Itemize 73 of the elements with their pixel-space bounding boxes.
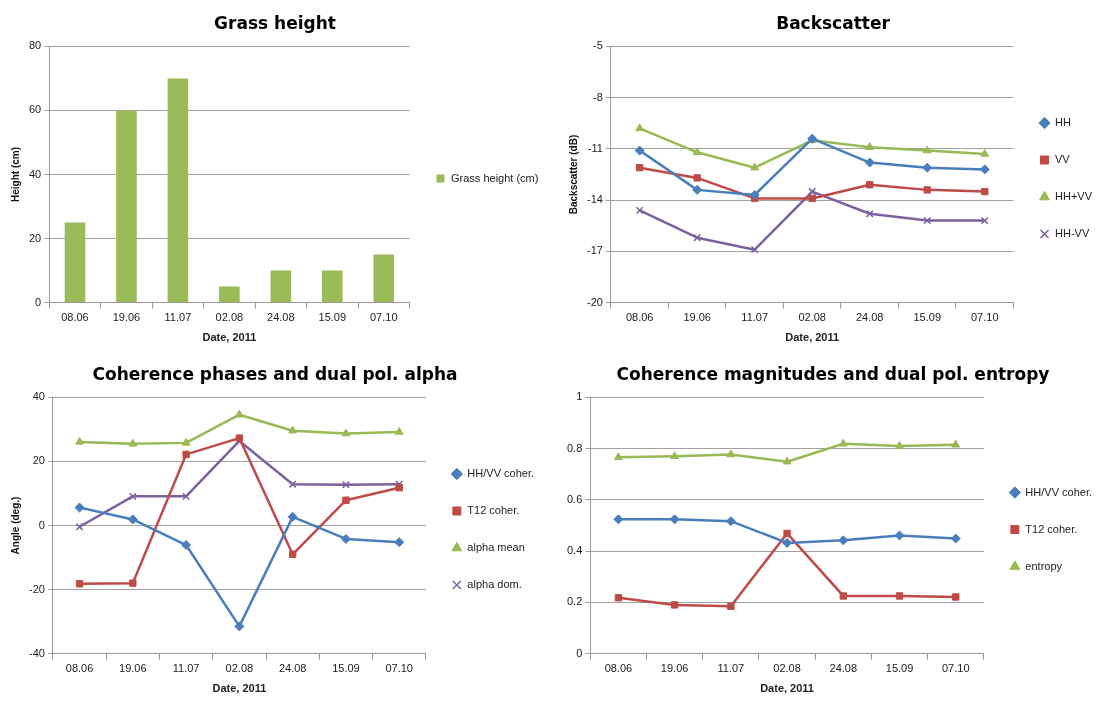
legend-label: HH: [1055, 116, 1071, 129]
y-axis-title: Backscatter (dB): [567, 134, 579, 215]
x-axis-title: Date, 2011: [785, 331, 840, 344]
legend-label: HH/VV coher.: [467, 467, 534, 480]
y-tick-label: 0.4: [566, 544, 583, 557]
x-tick-label: 07.10: [370, 311, 398, 324]
chart-title: Coherence phases and dual pol. alpha: [92, 363, 458, 384]
y-tick-label: 20: [28, 231, 42, 244]
x-tick-label: 11.07: [717, 662, 745, 675]
x-tick-label: 08.06: [61, 311, 89, 324]
x-tick-label: 24.08: [278, 662, 307, 675]
legend-label: HH+VV: [1055, 190, 1093, 203]
x-tick-label: 15.09: [318, 311, 347, 324]
x-tick-label: 24.08: [829, 662, 858, 675]
y-tick-label: 0.6: [566, 492, 583, 505]
y-tick-label: -20: [586, 295, 603, 308]
x-tick-label: 19.06: [660, 662, 689, 675]
x-tick-label: 15.09: [332, 662, 360, 675]
y-tick-label: -20: [28, 582, 45, 595]
x-tick-label: 08.06: [625, 311, 654, 324]
legend-label: entropy: [1025, 559, 1063, 572]
x-axis-title: Date, 2011: [202, 331, 257, 344]
x-tick-label: 11.07: [164, 311, 192, 324]
y-axis-title: Height (cm): [9, 147, 21, 202]
y-tick-label: 0.8: [566, 441, 583, 454]
x-tick-label: 02.08: [225, 662, 254, 675]
y-tick-label: -11: [587, 141, 603, 154]
y-tick-label: 20: [32, 454, 45, 467]
y-tick-label: 40: [32, 390, 45, 403]
x-tick-label: 19.06: [112, 311, 141, 324]
x-tick-label: 24.08: [267, 311, 295, 324]
chart-title: Coherence magnitudes and dual pol. entropy: [616, 363, 1050, 384]
x-axis-title: Date, 2011: [760, 682, 814, 695]
y-tick-label: 0.2: [566, 595, 583, 608]
y-tick-label: 40: [28, 167, 42, 180]
legend-label: T12 coher.: [1025, 522, 1078, 535]
legend-label: Grass height (cm): [451, 171, 539, 184]
x-tick-label: 11.07: [741, 311, 769, 324]
chart-title: Grass height: [214, 12, 336, 33]
y-tick-label: -40: [28, 646, 45, 659]
y-tick-label: 0: [576, 646, 583, 659]
x-tick-label: 15.09: [885, 662, 914, 675]
legend-label: HH/VV coher.: [1025, 485, 1092, 498]
x-tick-label: 02.08: [215, 311, 244, 324]
legend-label: VV: [1055, 153, 1071, 166]
legend-label: T12 coher.: [467, 504, 520, 517]
legend-label: alpha mean: [467, 541, 525, 554]
chart-title: Backscatter: [776, 12, 891, 33]
y-tick-label: 0: [35, 295, 42, 308]
x-tick-label: 07.10: [970, 311, 999, 324]
x-tick-label: 08.06: [604, 662, 633, 675]
x-tick-label: 08.06: [65, 662, 94, 675]
x-tick-label: 15.09: [913, 311, 942, 324]
x-tick-label: 07.10: [385, 662, 413, 675]
x-tick-label: 02.08: [773, 662, 801, 675]
x-tick-label: 11.07: [172, 662, 200, 675]
y-tick-label: 0: [38, 518, 45, 531]
x-tick-label: 19.06: [119, 662, 147, 675]
x-axis-title: Date, 2011: [212, 682, 267, 695]
x-tick-label: 02.08: [798, 311, 826, 324]
y-tick-label: 60: [28, 103, 42, 116]
y-tick-label: 1: [576, 390, 583, 403]
y-tick-label: -17: [586, 244, 603, 257]
y-tick-label: -5: [593, 39, 603, 52]
x-tick-label: 24.08: [855, 311, 884, 324]
x-tick-label: 19.06: [683, 311, 711, 324]
legend-label: HH-VV: [1055, 227, 1090, 240]
y-tick-label: -14: [586, 193, 603, 206]
y-tick-label: -8: [593, 90, 603, 103]
x-tick-label: 07.10: [941, 662, 970, 675]
y-axis-title: Angle (deg.): [9, 496, 21, 555]
y-tick-label: 80: [28, 39, 42, 52]
legend-label: alpha dom.: [467, 578, 522, 591]
